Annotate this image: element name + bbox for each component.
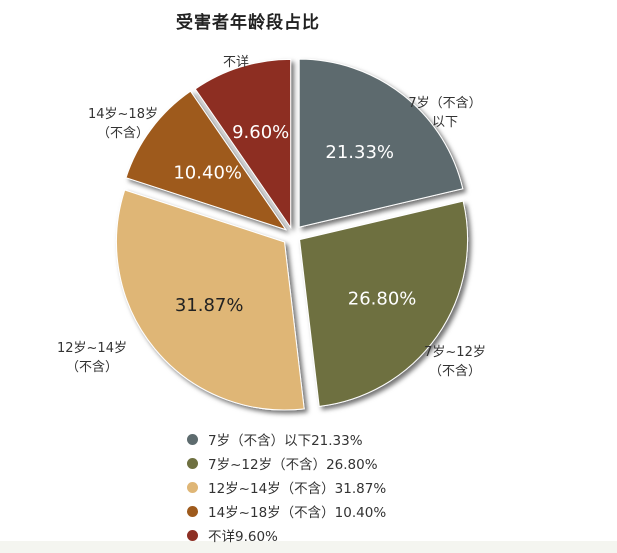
legend-item-3: 12岁~14岁（不含）31.87% (187, 475, 447, 499)
legend-label-2: 7岁~12岁（不含）26.80% (208, 457, 378, 473)
legend-swatch-5 (187, 529, 198, 541)
pie-value-label-4: 10.40% (173, 162, 242, 183)
legend-label-3: 12岁~14岁（不含）31.87% (208, 481, 387, 497)
legend-label-4: 14岁~18岁（不含）10.40% (208, 505, 387, 521)
legend-swatch-4 (187, 505, 198, 517)
legend-swatch-2 (187, 457, 198, 469)
legend-swatch-1 (187, 433, 198, 445)
legend-item-4: 14岁~18岁（不含）10.40% (187, 499, 447, 523)
pie-slice-1 (298, 58, 464, 228)
pie-slice-4 (125, 90, 288, 231)
pie-value-label-3: 31.87% (175, 295, 244, 316)
pie-value-label-2: 26.80% (348, 288, 417, 309)
pie-slice-2 (299, 200, 469, 407)
pie-callout-label-2: 7岁~12岁（不含） (424, 345, 486, 379)
legend-swatch-3 (187, 481, 198, 493)
chart-legend: 7岁（不含）以下21.33% 7岁~12岁（不含）26.80% 12岁~14岁（不含… (187, 427, 447, 547)
pie-callout-label-3: 12岁~14岁（不含） (57, 341, 127, 375)
legend-label-5: 不详9.60% (208, 529, 278, 545)
pie-value-label-1: 21.33% (325, 142, 394, 163)
legend-label-1: 7岁（不含）以下21.33% (208, 433, 363, 449)
pie-value-label-5: 9.60% (232, 122, 289, 143)
pie-callout-label-5: 不详 (223, 55, 249, 70)
pie-slice-5 (194, 58, 292, 229)
legend-item-5: 不详9.60% (187, 523, 447, 547)
legend-item-2: 7岁~12岁（不含）26.80% (187, 451, 447, 475)
pie-callout-label-4: 14岁~18岁（不含） (88, 107, 158, 141)
pie-slice-3 (115, 189, 305, 411)
chart-title: 受害者年龄段占比 (176, 13, 320, 33)
pie-callout-label-1: 7岁（不含）以下 (408, 95, 481, 130)
bottom-band (0, 541, 617, 553)
legend-item-1: 7岁（不含）以下21.33% (187, 427, 447, 451)
